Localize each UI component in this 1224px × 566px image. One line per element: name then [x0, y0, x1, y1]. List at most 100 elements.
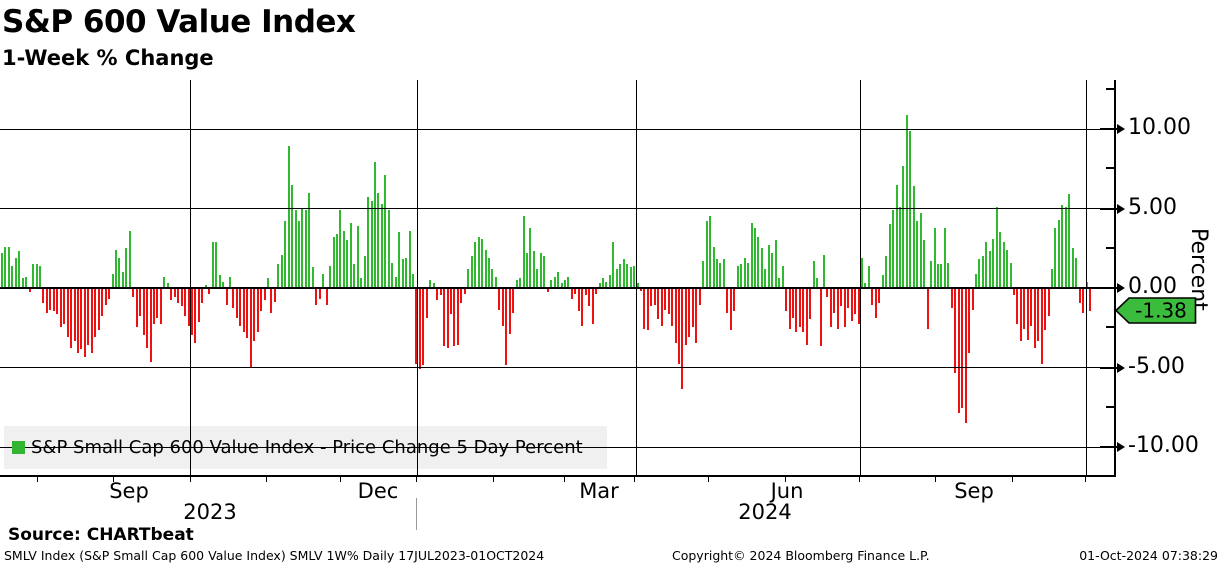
footer-timestamp: 01-Oct-2024 07:38:29 [1079, 548, 1218, 563]
bar [143, 289, 145, 335]
bar [174, 289, 176, 297]
bar [861, 258, 863, 288]
bar [464, 289, 466, 294]
x-axis-month-label: Mar [579, 479, 619, 503]
bar [232, 289, 234, 308]
right-axis-line [1114, 80, 1116, 476]
bar [170, 289, 172, 300]
bar [132, 289, 134, 297]
bar [301, 208, 303, 288]
bar [457, 289, 459, 345]
bar [243, 289, 245, 332]
bar [906, 115, 908, 288]
bar [830, 289, 832, 327]
vertical-gridline [636, 80, 637, 475]
bar [481, 239, 483, 288]
bar [1048, 289, 1050, 316]
bar [637, 283, 639, 288]
bar [889, 224, 891, 288]
bar [947, 263, 949, 288]
bar [602, 278, 604, 288]
bar [619, 264, 621, 288]
bar [764, 269, 766, 288]
bar [419, 289, 421, 369]
bar [63, 289, 65, 324]
bar [129, 231, 131, 288]
bar [326, 289, 328, 305]
bar [498, 289, 500, 310]
last-value-text: -1.38 [1135, 299, 1187, 323]
bar [336, 234, 338, 288]
bar [664, 289, 666, 310]
bar [429, 280, 431, 288]
bar [595, 289, 597, 294]
bar [440, 289, 442, 295]
bar [353, 264, 355, 288]
bar [405, 258, 407, 288]
bar [391, 263, 393, 288]
bar [239, 289, 241, 326]
bar [29, 289, 31, 292]
bar [308, 193, 310, 288]
y-axis-tick-label: 10.00 [1128, 115, 1191, 140]
bar [737, 266, 739, 288]
legend-entry: S&P Small Cap 600 Value Index - Price Ch… [12, 437, 583, 458]
bar [1027, 289, 1029, 340]
bar [447, 289, 449, 348]
y-axis-minor-tick [1106, 247, 1115, 249]
bar [415, 289, 417, 364]
bar [91, 289, 93, 353]
bar [567, 277, 569, 288]
bar [1058, 220, 1060, 288]
x-axis-month-tick [1012, 475, 1013, 482]
bar [757, 237, 759, 288]
bar [785, 289, 787, 311]
bar [181, 289, 183, 306]
y-axis-major-tick [1100, 203, 1125, 214]
bar [930, 261, 932, 288]
bar [70, 289, 72, 348]
bar [1041, 289, 1043, 364]
bar [833, 289, 835, 313]
bar [46, 289, 48, 313]
year-separator-line [416, 498, 417, 530]
bar [450, 289, 452, 314]
bar [858, 289, 860, 324]
bar [274, 289, 276, 302]
horizontal-gridline [0, 208, 1115, 209]
bar [56, 289, 58, 314]
bar [502, 289, 504, 326]
bar [543, 256, 545, 288]
bar [39, 266, 41, 288]
bar [740, 264, 742, 288]
bar [377, 193, 379, 288]
footer-copyright: Copyright© 2024 Bloomberg Finance L.P. [672, 548, 930, 563]
bar [118, 258, 120, 288]
x-axis-month-tick [708, 475, 709, 482]
bottom-axis-line [0, 475, 1116, 477]
bar [4, 247, 6, 288]
bar [792, 289, 794, 318]
bar [813, 261, 815, 288]
bar [260, 289, 262, 311]
bar [156, 289, 158, 318]
bar [799, 289, 801, 327]
source-label: Source: CHARTbeat [8, 525, 194, 545]
bar [1016, 289, 1018, 324]
bar [640, 289, 642, 291]
bar [229, 277, 231, 288]
bar [333, 237, 335, 288]
bar [364, 256, 366, 288]
bar [975, 274, 977, 288]
bar [761, 248, 763, 288]
bar [713, 247, 715, 288]
x-axis-year-label: 2024 [738, 500, 792, 524]
bar [177, 289, 179, 303]
bar [744, 258, 746, 288]
bar [485, 250, 487, 288]
y-axis-title: Percent [1186, 228, 1211, 311]
bar [1006, 250, 1008, 288]
bar [519, 278, 521, 288]
bar [885, 256, 887, 288]
bar [270, 289, 272, 313]
